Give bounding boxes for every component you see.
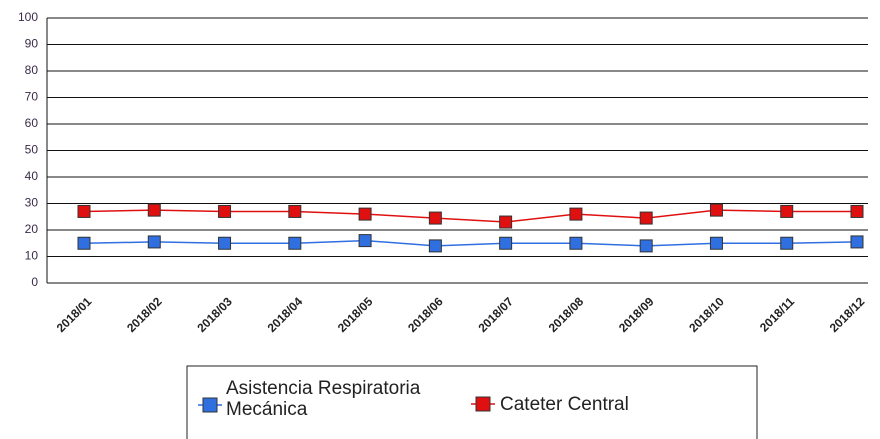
x-tick-label: 2018/09 <box>616 294 657 335</box>
marker <box>147 235 161 249</box>
y-tick-label: 20 <box>25 222 39 236</box>
legend-marker <box>202 397 218 413</box>
x-tick-label: 2018/03 <box>194 294 235 335</box>
marker <box>780 204 794 218</box>
x-tick-label: 2018/02 <box>124 294 165 335</box>
marker <box>358 207 372 221</box>
y-tick-label: 70 <box>25 90 39 104</box>
marker <box>639 211 653 225</box>
marker <box>850 204 864 218</box>
y-tick-label: 0 <box>31 275 38 289</box>
marker <box>358 234 372 248</box>
x-tick-label: 2018/07 <box>475 294 516 335</box>
x-tick-label: 2018/06 <box>405 294 446 335</box>
y-tick-label: 90 <box>25 37 39 51</box>
marker <box>569 236 583 250</box>
marker <box>147 203 161 217</box>
x-tick-label: 2018/08 <box>546 294 587 335</box>
y-tick-label: 40 <box>25 169 39 183</box>
y-tick-label: 30 <box>25 196 39 210</box>
x-tick-label: 2018/10 <box>686 294 727 335</box>
x-tick-label: 2018/11 <box>757 294 797 334</box>
legend-label-box: Asistencia Respiratoria Mecánica <box>226 378 421 420</box>
marker <box>850 235 864 249</box>
y-tick-label: 100 <box>18 10 38 24</box>
marker <box>288 204 302 218</box>
x-tick-label: 2018/12 <box>827 294 868 335</box>
marker <box>639 239 653 253</box>
legend-label: Asistencia Respiratoria Mecánica <box>226 378 421 420</box>
marker <box>218 236 232 250</box>
series-line <box>83 209 857 223</box>
y-tick-label: 10 <box>25 249 39 263</box>
y-tick-label: 60 <box>25 116 39 130</box>
x-tick-label: 2018/05 <box>335 294 376 335</box>
series-line <box>83 239 858 247</box>
marker <box>218 204 232 218</box>
x-tick-label: 2018/01 <box>54 294 95 335</box>
legend-box <box>186 365 758 439</box>
marker <box>569 207 583 221</box>
marker <box>780 236 794 250</box>
x-tick-label: 2018/04 <box>265 294 306 335</box>
marker <box>499 236 513 250</box>
marker <box>428 239 442 253</box>
marker <box>428 211 442 225</box>
legend-label-box: Cateter Central <box>500 393 629 415</box>
y-tick-label: 80 <box>25 63 39 77</box>
legend-label: Cateter Central <box>500 393 629 415</box>
marker <box>499 215 513 229</box>
marker <box>709 236 723 250</box>
legend-marker <box>475 396 491 412</box>
y-tick-label: 50 <box>25 143 39 157</box>
marker <box>288 236 302 250</box>
marker <box>77 204 91 218</box>
marker <box>709 203 723 217</box>
marker <box>77 236 91 250</box>
